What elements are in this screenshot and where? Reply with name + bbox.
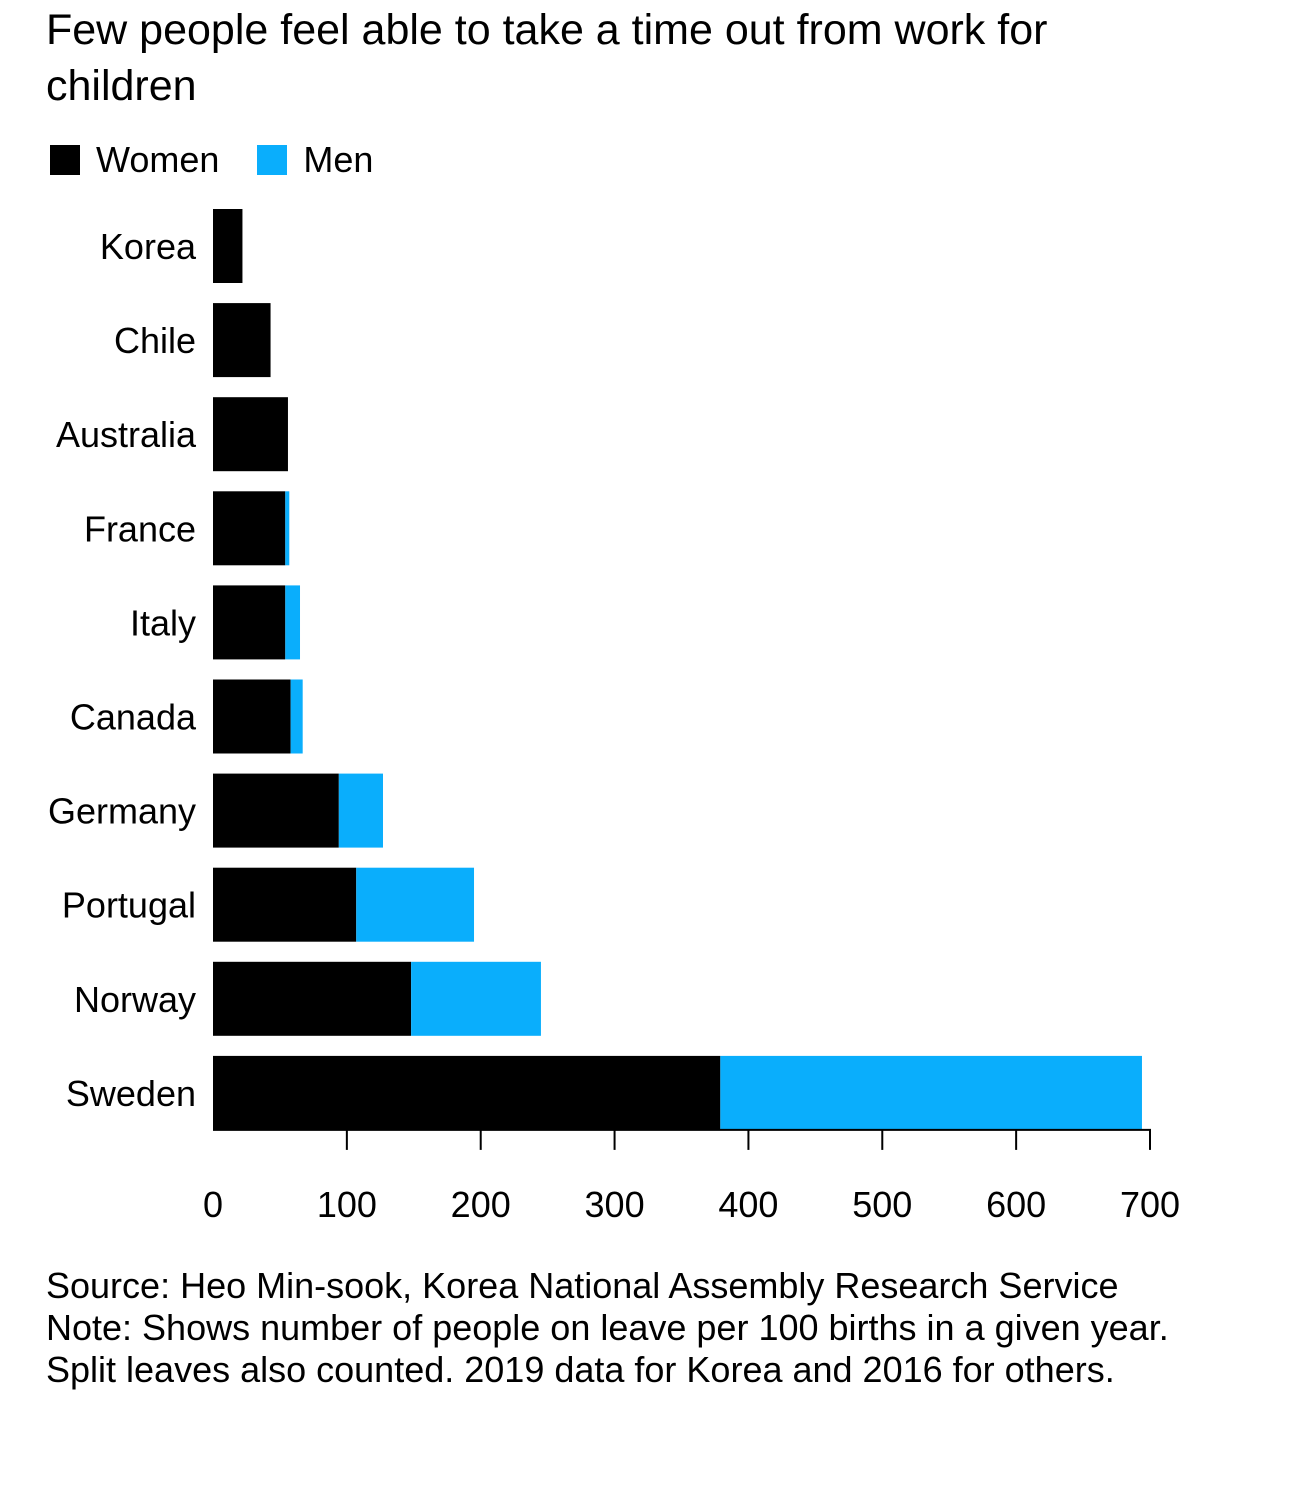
legend-swatch-men [257, 145, 288, 175]
x-tick-label-100: 100 [317, 1184, 377, 1225]
bar-men-france [285, 491, 290, 566]
legend: Women Men [50, 139, 411, 181]
bar-men-portugal [356, 867, 475, 942]
bar-women-portugal [213, 867, 357, 942]
bar-women-australia [213, 397, 288, 472]
x-tick-label-0: 0 [203, 1184, 223, 1225]
category-label-france: France [84, 508, 196, 549]
source-note: Source: Heo Min-sook, Korea National Ass… [46, 1265, 1119, 1306]
data-note: Note: Shows number of people on leave pe… [46, 1307, 1169, 1390]
category-label-germany: Germany [48, 791, 196, 832]
bar-men-norway [411, 961, 541, 1036]
category-label-sweden: Sweden [66, 1073, 196, 1114]
bar-chart: Korea Chile Australia France Italy Canada Germ… [48, 209, 1180, 1225]
bar-women-canada [213, 679, 291, 754]
category-label-italy: Italy [130, 602, 196, 643]
bar-women-france [213, 491, 286, 566]
x-tick-label-700: 700 [1120, 1184, 1180, 1225]
bar-women-italy [213, 585, 286, 660]
bar-women-chile [213, 303, 271, 378]
category-label-portugal: Portugal [62, 885, 196, 926]
chart-footer: Source: Heo Min-sook, Korea National Ass… [46, 1265, 1236, 1391]
legend-label-women: Women [96, 139, 220, 180]
x-tick-label-400: 400 [718, 1184, 778, 1225]
category-label-chile: Chile [114, 320, 196, 361]
legend-label-men: Men [303, 139, 374, 180]
legend-item-men: Men [257, 139, 373, 181]
bar-women-norway [213, 961, 412, 1036]
bar-men-sweden [720, 1055, 1142, 1130]
category-label-norway: Norway [74, 979, 196, 1020]
legend-swatch-women [50, 145, 80, 175]
bar-women-sweden [213, 1055, 721, 1130]
x-tick-label-500: 500 [852, 1184, 912, 1225]
bar-men-italy [285, 585, 301, 660]
bar-women-germany [213, 773, 339, 848]
chart-title: Few people feel able to take a time out … [46, 6, 1048, 110]
legend-item-women: Women [50, 139, 219, 181]
category-label-canada: Canada [70, 697, 197, 738]
category-label-korea: Korea [100, 226, 197, 267]
bar-men-germany [338, 773, 383, 848]
category-label-australia: Australia [56, 414, 197, 455]
x-tick-label-300: 300 [585, 1184, 645, 1225]
bar-women-korea [213, 209, 243, 283]
x-tick-label-600: 600 [986, 1184, 1046, 1225]
x-tick-label-200: 200 [451, 1184, 511, 1225]
bar-men-canada [290, 679, 303, 754]
